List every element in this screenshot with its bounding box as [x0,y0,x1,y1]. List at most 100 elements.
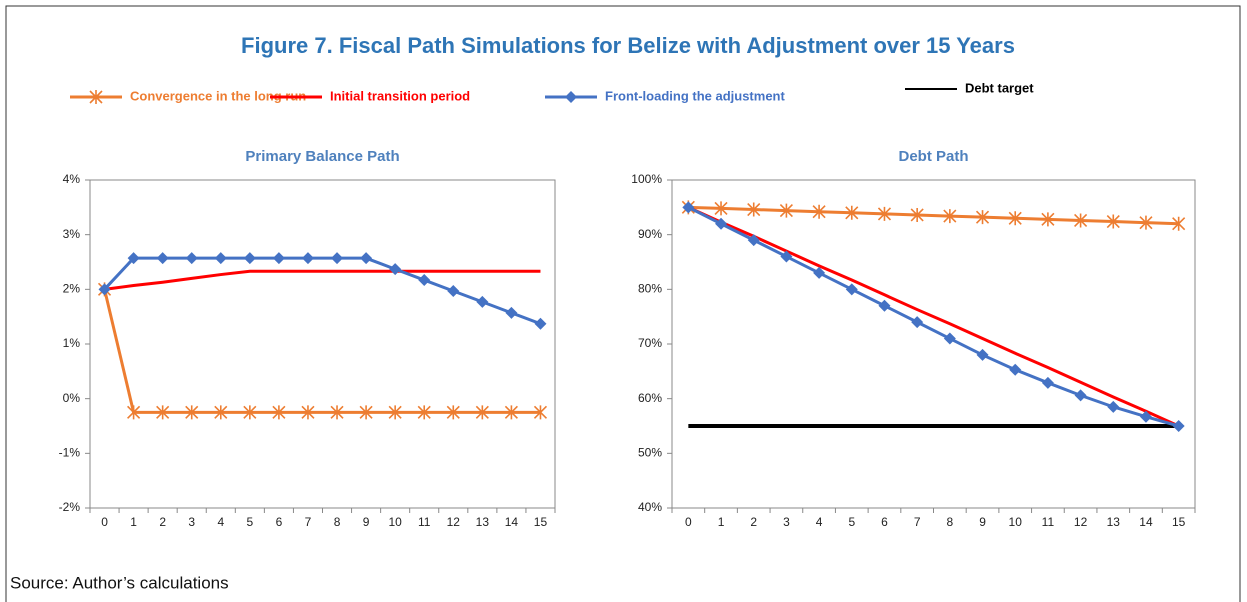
data-point [301,252,314,265]
y-tick-label: 0% [63,391,81,405]
data-point [747,234,760,247]
data-point [1008,211,1022,226]
legend-label: Convergence in the long run [130,88,306,103]
data-point [845,205,859,220]
source-note: Source: Author’s calculations [10,573,229,592]
data-point [331,252,344,265]
data-point [1172,216,1186,231]
series-line [687,205,1180,428]
x-tick-label: 11 [1042,515,1055,529]
legend-label: Initial transition period [330,88,470,103]
data-point [534,317,547,330]
y-tick-label: -2% [59,500,81,514]
x-tick-label: 14 [1139,515,1153,529]
data-point [878,299,891,312]
figure-frame [5,5,1241,602]
data-point [389,263,402,276]
data-point [910,207,924,222]
plot-frame [671,179,1196,509]
legend-label: Debt target [965,80,1034,95]
x-tick-label: 6 [276,515,283,529]
series-line [104,269,541,291]
data-point [127,405,141,420]
y-tick-label: 4% [63,172,81,186]
x-tick-label: 12 [1074,515,1088,529]
x-tick-label: 13 [1107,515,1121,529]
data-point [185,405,199,420]
y-tick-label: 2% [63,282,81,296]
x-tick-label: 3 [783,515,790,529]
data-point [1041,212,1055,227]
x-tick-label: 4 [816,515,823,529]
legend-label: Front-loading the adjustment [605,88,785,103]
data-point [1041,376,1054,389]
figure-title: Figure 7. Fiscal Path Simulations for Be… [241,33,1015,58]
data-point [127,252,140,265]
data-point [243,252,256,265]
data-point [156,252,169,265]
y-tick-label: 100% [631,172,662,186]
data-point [715,217,728,230]
x-tick-label: 8 [947,515,954,529]
data-point [476,295,489,308]
data-point [214,405,228,420]
data-point [1139,215,1153,230]
data-point [98,283,111,296]
data-point [565,91,577,103]
data-point [301,405,315,420]
x-tick-label: 12 [447,515,461,529]
x-tick-label: 7 [305,515,312,529]
panel-title: Debt Path [898,148,968,165]
x-tick-label: 3 [188,515,195,529]
x-tick-label: 15 [534,515,548,529]
data-point [446,405,460,420]
data-point [813,266,826,279]
data-point [359,405,373,420]
y-tick-label: -1% [59,446,81,460]
data-point [214,252,227,265]
x-tick-label: 10 [1009,515,1023,529]
y-tick-label: 40% [638,500,662,514]
data-point [272,252,285,265]
data-point [504,405,518,420]
y-tick-label: 1% [63,336,81,350]
x-tick-label: 14 [505,515,519,529]
data-point [418,274,431,287]
y-tick-label: 50% [638,446,662,460]
x-tick-label: 5 [848,515,855,529]
data-point [89,90,103,104]
y-tick-label: 90% [638,227,662,241]
data-point [975,210,990,225]
x-tick-label: 11 [418,515,431,529]
data-point [877,206,892,221]
plot-frame [89,179,556,509]
data-point [682,201,695,214]
data-point [1107,400,1120,413]
data-point [243,405,257,420]
data-point [1074,213,1088,228]
data-point [388,405,402,420]
data-point [1139,410,1152,423]
data-point [330,405,344,420]
data-point [185,252,198,265]
x-tick-label: 4 [217,515,224,529]
x-tick-label: 1 [718,515,725,529]
data-point [475,405,489,420]
data-point [1009,363,1022,376]
data-point [911,316,924,329]
data-point [505,306,518,319]
x-tick-label: 5 [247,515,254,529]
data-point [943,332,956,345]
data-point [447,284,460,297]
x-tick-label: 13 [476,515,490,529]
series-line [687,205,1180,428]
data-point [747,202,761,217]
x-tick-label: 6 [881,515,888,529]
x-tick-label: 9 [363,515,370,529]
panel-title: Primary Balance Path [245,148,399,165]
x-tick-label: 8 [334,515,341,529]
data-point [1074,389,1087,402]
data-point [943,209,957,224]
data-point [360,252,373,265]
